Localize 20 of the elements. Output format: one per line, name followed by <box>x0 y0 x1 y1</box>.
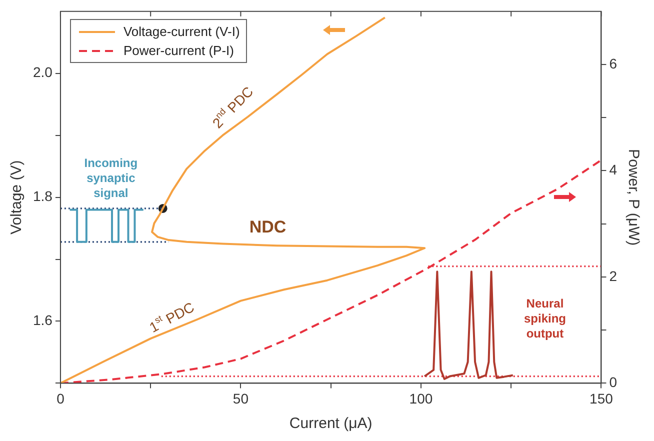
annotation: NDC <box>249 217 286 236</box>
y2-tick-label: 6 <box>609 55 618 72</box>
x-tick-label: 50 <box>232 390 249 406</box>
legend-label: Voltage-current (V-I) <box>123 23 240 42</box>
y2-axis-title: Power, P (μW) <box>624 148 642 246</box>
legend-label: Power-current (P-I) <box>123 42 234 60</box>
x-tick-label: 0 <box>56 390 65 406</box>
y-axis-title: Voltage (V) <box>8 160 26 234</box>
y-tick-label: 2.0 <box>32 64 53 80</box>
annotation: Incoming synaptic signal <box>84 156 138 200</box>
x-axis-title: Current (μA) <box>289 415 372 432</box>
annotation: Neural spiking output <box>524 296 566 341</box>
y2-tick-label: 4 <box>609 162 618 178</box>
x-tick-label: 150 <box>590 390 614 406</box>
y2-tick-label: 2 <box>609 268 618 284</box>
y2-tick-label: 0 <box>609 374 618 390</box>
y-tick-label: 1.8 <box>32 188 53 204</box>
annotation: 1st PDC <box>146 298 197 336</box>
y-tick-label: 1.6 <box>32 312 53 328</box>
x-tick-label: 100 <box>409 390 433 406</box>
